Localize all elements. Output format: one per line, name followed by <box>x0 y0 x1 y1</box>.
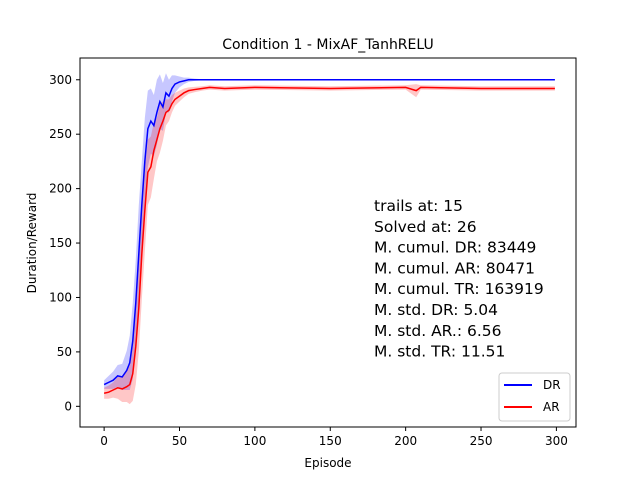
y-tick-label: 100 <box>49 290 72 304</box>
annotation-line: M. cumul. DR: 83449 <box>374 239 536 257</box>
legend-label-ar: AR <box>543 400 560 414</box>
y-tick-label: 300 <box>49 73 72 87</box>
annotation-line: M. cumul. TR: 163919 <box>374 280 544 298</box>
series-line-ar <box>103 86 555 394</box>
annotation-line: M. std. AR.: 6.56 <box>374 322 501 340</box>
y-tick-label: 50 <box>57 345 72 359</box>
annotation-line: trails at: 15 <box>374 197 463 215</box>
x-tick-label: 200 <box>394 434 417 448</box>
y-tick-label: 250 <box>49 127 72 141</box>
axis-ticks: 0 50 100 150 200 250 300 0 50 100 150 200 250 300 <box>49 73 568 448</box>
y-axis-label: Duration/Reward <box>25 193 39 294</box>
legend-label-dr: DR <box>543 378 561 392</box>
stats-annotation: trails at: 15 Solved at: 26 M. cumul. DR: … <box>374 197 544 361</box>
annotation-line: M. std. TR: 11.51 <box>374 343 505 361</box>
x-tick-label: 100 <box>243 434 266 448</box>
annotation-line: M. std. DR: 5.04 <box>374 301 498 319</box>
x-tick-label: 300 <box>545 434 568 448</box>
x-tick-label: 0 <box>100 434 108 448</box>
x-axis-label: Episode <box>304 456 351 470</box>
axes-frame <box>79 57 577 428</box>
series-line-dr <box>103 79 555 386</box>
plot-area <box>103 73 555 405</box>
y-tick-label: 200 <box>49 182 72 196</box>
x-tick-label: 250 <box>470 434 493 448</box>
chart-title: Condition 1 - MixAF_TanhRELU <box>222 37 433 53</box>
legend: DR AR <box>498 372 571 422</box>
x-tick-label: 150 <box>319 434 342 448</box>
x-tick-label: 50 <box>172 434 187 448</box>
annotation-line: M. cumul. AR: 80471 <box>374 259 535 277</box>
annotation-line: Solved at: 26 <box>374 218 477 236</box>
band-dr <box>104 73 555 390</box>
y-tick-label: 150 <box>49 236 72 250</box>
y-tick-label: 0 <box>64 399 72 413</box>
